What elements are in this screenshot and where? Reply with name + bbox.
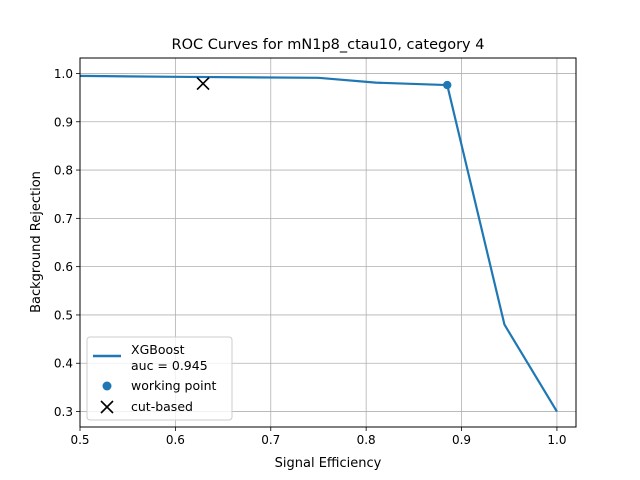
y-tick-label: 0.3	[54, 405, 73, 419]
roc-curve-xgboost	[79, 74, 558, 413]
legend-cut-based-stroke	[100, 400, 114, 414]
y-axis-label: Background Rejection	[29, 171, 44, 313]
legend-cut-based-label: cut-based	[131, 399, 193, 414]
x-tick-label: 0.7	[261, 433, 280, 447]
series-layer	[79, 74, 558, 413]
y-tick-label: 0.5	[54, 308, 73, 322]
legend: XGBoost auc = 0.945 working point cut-ba…	[86, 336, 233, 421]
legend-auc-label: auc = 0.945	[131, 358, 208, 373]
x-tick-label: 0.5	[70, 433, 89, 447]
y-tick-label: 0.6	[54, 260, 73, 274]
working-point-marker	[443, 80, 452, 90]
x-tick-label: 0.9	[452, 433, 471, 447]
y-tick-label: 0.8	[54, 164, 73, 178]
legend-xgboost-label: XGBoost	[131, 342, 185, 357]
legend-cut-based-swatch	[100, 400, 114, 414]
legend-working-point-swatch	[102, 381, 112, 391]
plot-frame	[79, 57, 577, 428]
legend-box	[86, 336, 233, 421]
y-tick-label: 0.9	[54, 115, 73, 129]
y-tick-label: 0.7	[54, 212, 73, 226]
x-axis-label: Signal Efficiency	[275, 456, 382, 471]
x-tick-label: 0.6	[166, 433, 185, 447]
legend-working-point-label: working point	[131, 378, 217, 393]
chart-title: ROC Curves for mN1p8_ctau10, category 4	[172, 37, 485, 53]
axis-ticks: 0.5 0.6 0.7 0.8 0.9 1.0 0.3 0.4 0.5 0.6 0.7 0.8 0.9 1…	[54, 67, 567, 447]
y-tick-label: 1.0	[54, 67, 73, 81]
x-tick-label: 1.0	[547, 433, 566, 447]
cut-based-marker	[196, 77, 210, 91]
x-tick-label: 0.8	[357, 433, 376, 447]
y-tick-label: 0.4	[54, 357, 73, 371]
